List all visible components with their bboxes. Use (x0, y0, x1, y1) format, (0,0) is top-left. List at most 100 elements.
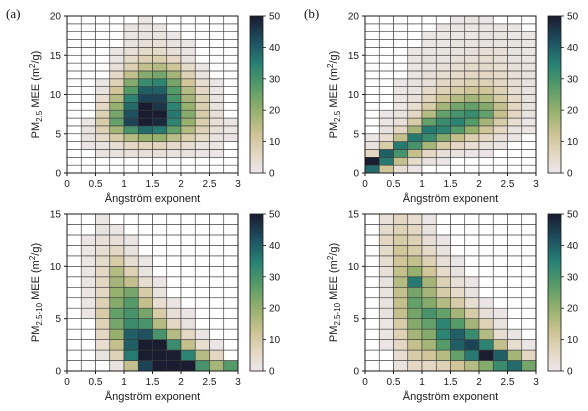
heatmap-cell (435, 109, 451, 119)
heatmap-cell (507, 349, 523, 361)
colorbar-segment (548, 36, 561, 41)
heatmap-cell (166, 297, 182, 309)
heatmap-cell (123, 23, 139, 33)
y-tick-label: 0 (353, 367, 359, 378)
heatmap-cell (209, 157, 225, 166)
colorbar-segment (548, 232, 561, 236)
heatmap-cell (109, 164, 125, 174)
heatmap-cell (166, 133, 182, 142)
heatmap-cell (421, 54, 437, 64)
heatmap-cell (166, 54, 182, 64)
heatmap-cell (66, 349, 82, 361)
y-axis-label: PM2.5-10 MEE (m2/g) (28, 243, 44, 342)
heatmap-cell (95, 286, 111, 299)
heatmap-cell (364, 286, 380, 299)
heatmap-cell (393, 297, 409, 309)
heatmap-cell (95, 47, 111, 56)
colorbar-segment (548, 334, 561, 338)
heatmap-cell (209, 245, 225, 257)
heatmap-cell (209, 224, 225, 236)
y-axis-label: PM2.5-10 MEE (m2/g) (326, 243, 342, 342)
colorbar-segment (250, 308, 263, 312)
heatmap-cell (421, 307, 437, 319)
heatmap-cell (521, 31, 537, 40)
heatmap-cell (80, 245, 96, 257)
colorbar-segment (548, 355, 561, 359)
heatmap-cell (421, 62, 437, 72)
heatmap-cell (407, 86, 423, 95)
heatmap-cell (464, 213, 480, 225)
heatmap-cell (223, 62, 239, 72)
colorbar-segment (250, 146, 263, 151)
heatmap-cell (364, 109, 380, 119)
colorbar-segment (548, 97, 561, 101)
colorbar-segment (548, 86, 561, 90)
heatmap-cell (137, 360, 153, 372)
colorbar-segment (250, 94, 263, 98)
heatmap-cell (507, 39, 523, 48)
colorbar-segment (250, 316, 263, 320)
heatmap-cell (450, 224, 466, 236)
heatmap-cell (223, 102, 239, 111)
heatmap-cell (180, 39, 196, 48)
heatmap-cell (95, 62, 111, 72)
heatmap-cell (180, 349, 196, 361)
heatmap-cell (507, 307, 523, 319)
heatmap-cell (492, 164, 508, 174)
heatmap-cell (137, 141, 153, 150)
heatmap-cell (137, 102, 153, 111)
heatmap-cell (507, 94, 523, 103)
colorbar-segment (548, 131, 561, 135)
colorbar-segment (250, 219, 263, 223)
heatmap-cell (223, 23, 239, 33)
y-tick-label: 0 (353, 169, 359, 180)
heatmap-cell (194, 266, 210, 278)
colorbar-segment (250, 329, 263, 333)
colorbar-segment (250, 253, 263, 257)
heatmap-cell (109, 276, 125, 288)
colorbar-segment (548, 18, 561, 22)
heatmap-cell (109, 224, 125, 236)
colorbar-segment (250, 323, 263, 328)
heatmap-cell (450, 15, 466, 25)
heatmap-cell (421, 164, 437, 174)
heatmap-cell (393, 39, 409, 48)
heatmap-cell (152, 86, 168, 95)
heatmap-cell (95, 245, 111, 257)
heatmap-cell (521, 62, 537, 72)
heatmap-cell (364, 78, 380, 87)
heatmap-cell (378, 70, 394, 80)
heatmap-cell (478, 245, 494, 257)
colorbar-segment (250, 334, 263, 338)
heatmap-cell (435, 266, 451, 278)
heatmap-cell (421, 86, 437, 95)
heatmap-cell (194, 307, 210, 319)
colorbar-segment (250, 152, 263, 156)
heatmap-cell (450, 31, 466, 40)
heatmap-cell (109, 245, 125, 257)
heatmap-cell (435, 245, 451, 257)
heatmap-cell (209, 328, 225, 340)
heatmap-cell (152, 78, 168, 87)
heatmap-cell (152, 94, 168, 103)
heatmap-cell (194, 318, 210, 330)
heatmap-cell (123, 54, 139, 64)
heatmap-cell (137, 133, 153, 142)
heatmap-cell (137, 286, 153, 299)
colorbar-segment (250, 138, 263, 143)
heatmap-cell (521, 339, 537, 351)
heatmap-cell (378, 276, 394, 288)
heatmap-cell (180, 276, 196, 288)
heatmap-cells (364, 213, 537, 372)
heatmap-cell (123, 109, 139, 119)
heatmap-cell (492, 149, 508, 158)
colorbar-segment (548, 214, 561, 218)
colorbar-segment (548, 240, 561, 244)
heatmap-cell (166, 141, 182, 150)
heatmap-cell (66, 266, 82, 278)
heatmap-cell (407, 70, 423, 80)
heatmap-cell (95, 31, 111, 40)
heatmap-cell (364, 54, 380, 64)
x-tick-label: 2.5 (501, 377, 515, 388)
heatmap-cell (435, 133, 451, 142)
